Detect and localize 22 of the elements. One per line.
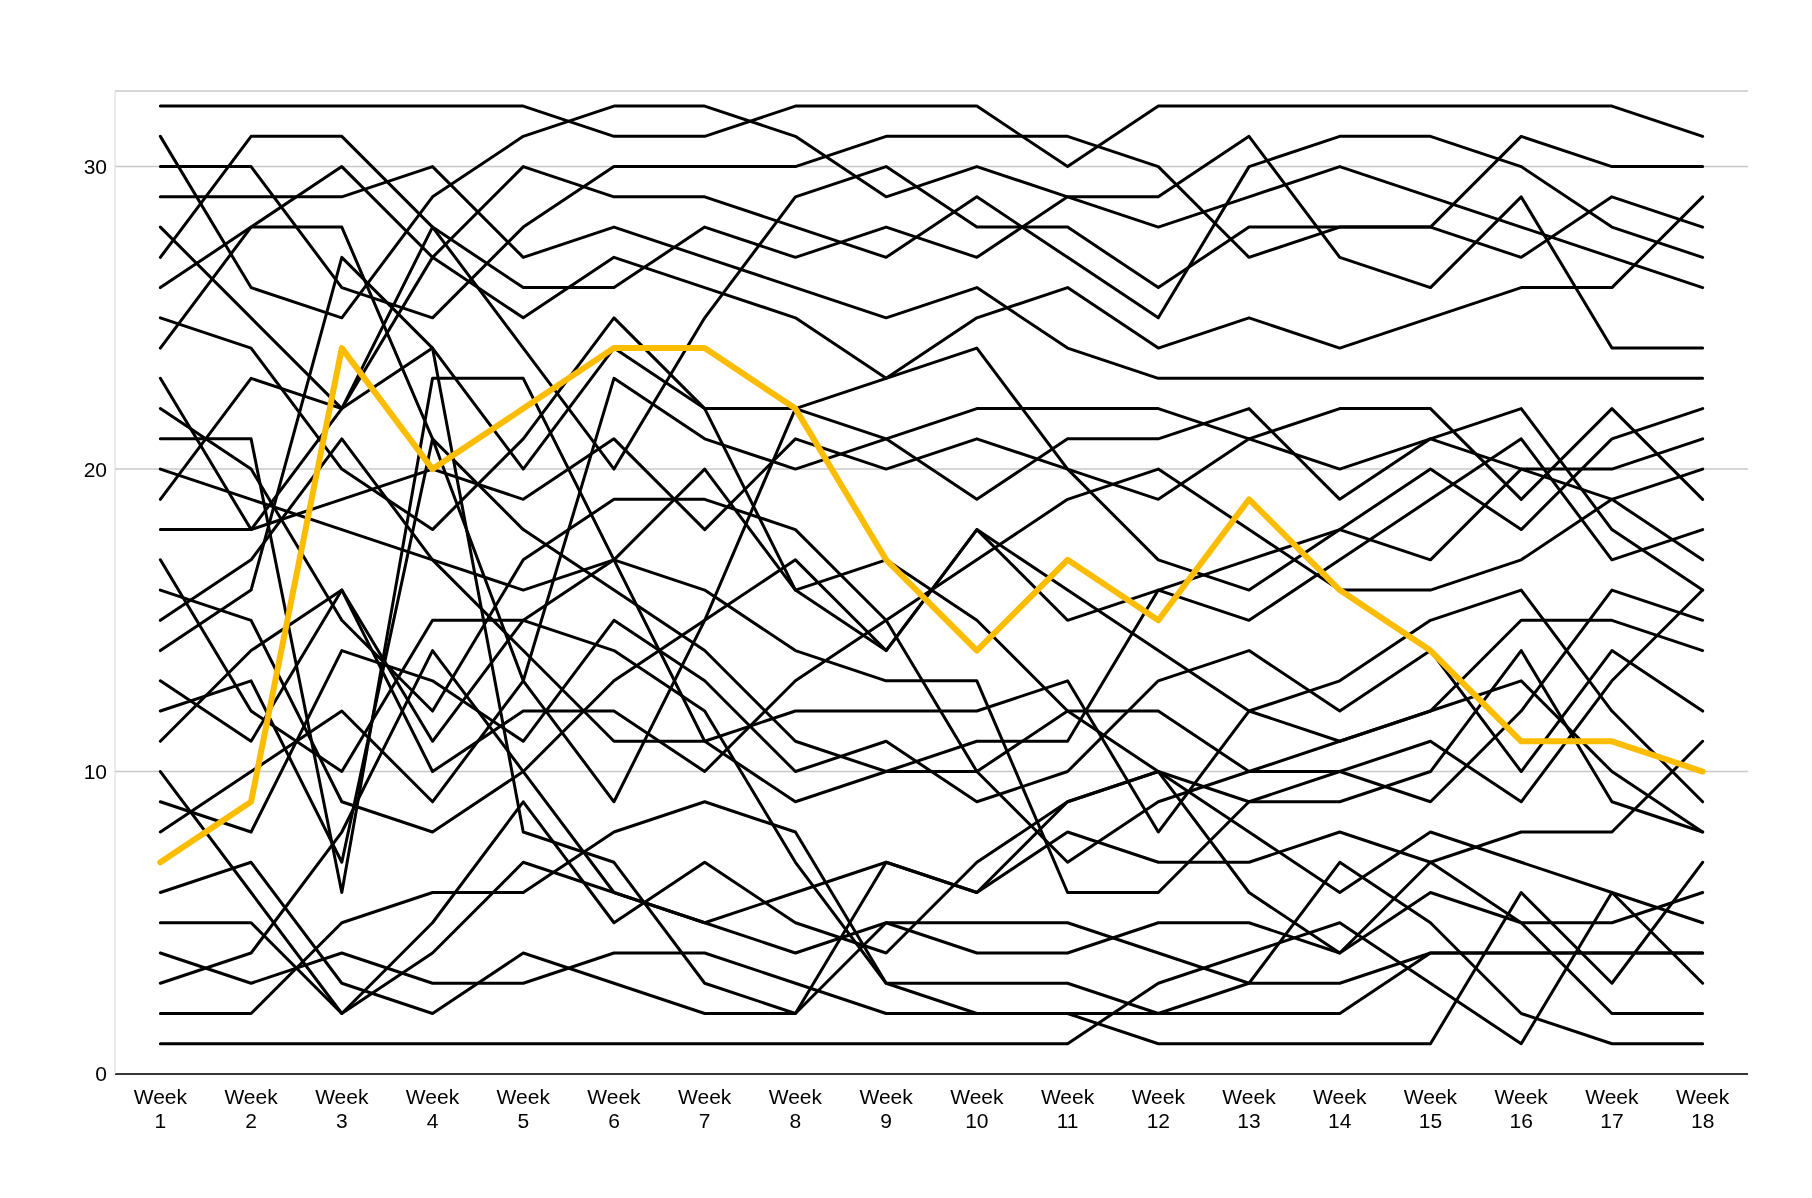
y-tick-label: 20 (83, 457, 107, 481)
x-tick-label: Week 12 (1131, 1085, 1186, 1132)
y-tick-label: 30 (83, 155, 107, 179)
x-tick-label: Week 1 (133, 1085, 188, 1132)
x-tick-label: Week 10 (950, 1085, 1004, 1132)
y-tick-label: 10 (83, 759, 107, 783)
x-tick-label: Week 5 (496, 1085, 551, 1132)
x-tick-label: Week 8 (768, 1085, 823, 1132)
x-tick-label: Week 14 (1313, 1085, 1367, 1132)
x-tick-label: Week 3 (315, 1085, 369, 1132)
x-tick-label: Week 15 (1403, 1085, 1458, 1132)
y-tick-label: 0 (95, 1062, 107, 1086)
x-tick-label: Week 11 (1040, 1085, 1095, 1132)
x-tick-label: Week 17 (1585, 1085, 1640, 1132)
x-tick-label: Week 9 (859, 1085, 914, 1132)
x-tick-label: Week 4 (405, 1085, 460, 1132)
x-tick-label: Week 13 (1222, 1085, 1277, 1132)
x-tick-label: Week 2 (224, 1085, 279, 1132)
x-tick-label: Week 16 (1494, 1085, 1549, 1132)
x-tick-label: Week 7 (678, 1085, 732, 1132)
x-tick-label: Week 6 (587, 1085, 642, 1132)
x-tick-label: Week 18 (1675, 1085, 1730, 1132)
